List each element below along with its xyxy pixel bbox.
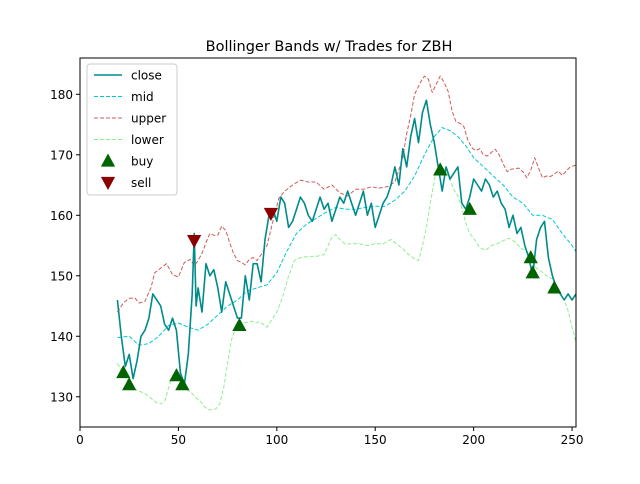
y-tick-label: 180 (50, 88, 73, 102)
y-tick-label: 150 (50, 269, 73, 283)
y-tick-label: 140 (50, 330, 73, 344)
axes-layer: 0 50 100 150 200 250 130 140 150 160 170 180 (50, 57, 584, 447)
buy-marker (523, 250, 538, 264)
plot-frame (79, 57, 577, 428)
plot-layer (116, 75, 576, 411)
sell-marker (263, 207, 279, 221)
legend-close-label: close (131, 69, 162, 83)
legend-buy-label: buy (131, 155, 153, 169)
buy-marker (116, 365, 131, 379)
series-close-line (116, 99, 576, 386)
legend-mid-label: mid (131, 90, 154, 104)
series-mid-line (117, 127, 576, 346)
legend: close mid upper lower buy sell (86, 63, 178, 196)
x-tick-label: 200 (462, 433, 485, 447)
plot-area (116, 75, 576, 411)
legend-sell-icon (100, 176, 116, 190)
x-tick-label: 250 (561, 433, 584, 447)
chart-title: Bollinger Bands w/ Trades for ZBH (206, 39, 453, 55)
y-tick-label: 170 (50, 148, 73, 162)
x-tick-label: 0 (76, 433, 84, 447)
buy-marker (122, 377, 137, 391)
buy-marker (433, 162, 448, 176)
y-tick-label: 160 (50, 209, 73, 223)
series-lower-line (116, 166, 576, 411)
x-tick-label: 100 (265, 433, 288, 447)
x-tick-label: 50 (171, 433, 186, 447)
legend-sell-label: sell (131, 176, 151, 190)
buy-marker (232, 317, 247, 331)
y-tick-label: 130 (50, 390, 73, 404)
buy-marker (547, 280, 562, 294)
legend-buy-icon (100, 153, 116, 167)
buy-marker (175, 377, 190, 391)
buy-marker (462, 201, 477, 215)
legend-lower-label: lower (131, 133, 164, 147)
legend-upper-label: upper (131, 112, 166, 126)
buy-marker (169, 368, 184, 382)
series-upper-line (116, 75, 576, 313)
buy-marker (525, 265, 540, 279)
x-tick-label: 150 (364, 433, 387, 447)
sell-marker (187, 235, 202, 249)
